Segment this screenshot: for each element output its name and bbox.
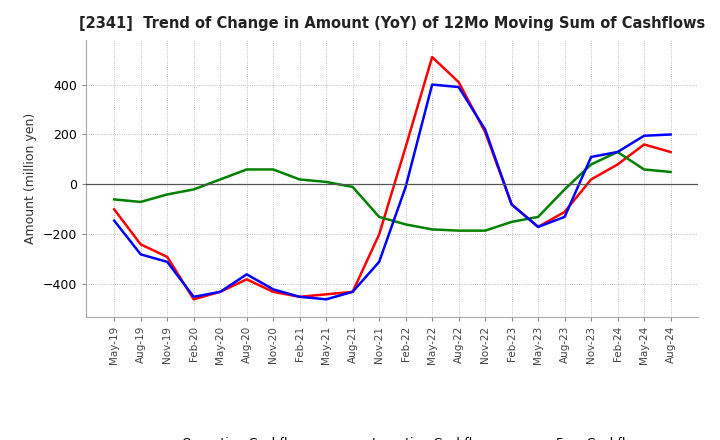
Operating Cashflow	[295, 294, 304, 300]
Free Cashflow	[189, 294, 198, 300]
Investing Cashflow	[269, 167, 277, 172]
Operating Cashflow	[640, 142, 649, 147]
Free Cashflow	[534, 224, 542, 230]
Investing Cashflow	[613, 149, 622, 154]
Operating Cashflow	[508, 202, 516, 207]
Operating Cashflow	[136, 242, 145, 247]
Free Cashflow	[428, 82, 436, 87]
Free Cashflow	[454, 84, 463, 90]
Investing Cashflow	[322, 180, 330, 185]
Free Cashflow	[295, 294, 304, 300]
Operating Cashflow	[216, 289, 225, 294]
Investing Cashflow	[189, 187, 198, 192]
Investing Cashflow	[243, 167, 251, 172]
Investing Cashflow	[640, 167, 649, 172]
Operating Cashflow	[454, 79, 463, 84]
Investing Cashflow	[348, 184, 357, 190]
Investing Cashflow	[508, 219, 516, 224]
Investing Cashflow	[295, 177, 304, 182]
Operating Cashflow	[322, 292, 330, 297]
Free Cashflow	[110, 218, 119, 223]
Investing Cashflow	[136, 199, 145, 205]
Operating Cashflow	[269, 289, 277, 294]
Line: Free Cashflow: Free Cashflow	[114, 84, 670, 299]
Operating Cashflow	[110, 207, 119, 212]
Operating Cashflow	[428, 55, 436, 60]
Operating Cashflow	[348, 289, 357, 294]
Free Cashflow	[401, 184, 410, 190]
Free Cashflow	[216, 289, 225, 294]
Legend: Operating Cashflow, Investing Cashflow, Free Cashflow: Operating Cashflow, Investing Cashflow, …	[136, 432, 649, 440]
Investing Cashflow	[666, 169, 675, 175]
Operating Cashflow	[666, 149, 675, 154]
Operating Cashflow	[481, 129, 490, 135]
Operating Cashflow	[375, 232, 384, 237]
Free Cashflow	[375, 259, 384, 264]
Operating Cashflow	[587, 177, 595, 182]
Line: Operating Cashflow: Operating Cashflow	[114, 57, 670, 299]
Operating Cashflow	[163, 254, 171, 260]
Operating Cashflow	[243, 277, 251, 282]
Y-axis label: Amount (million yen): Amount (million yen)	[24, 113, 37, 244]
Investing Cashflow	[216, 177, 225, 182]
Line: Investing Cashflow: Investing Cashflow	[114, 152, 670, 231]
Free Cashflow	[348, 289, 357, 294]
Investing Cashflow	[560, 187, 569, 192]
Free Cashflow	[640, 133, 649, 139]
Operating Cashflow	[534, 224, 542, 230]
Investing Cashflow	[375, 214, 384, 220]
Operating Cashflow	[613, 162, 622, 167]
Free Cashflow	[587, 154, 595, 160]
Investing Cashflow	[428, 227, 436, 232]
Free Cashflow	[136, 252, 145, 257]
Investing Cashflow	[401, 222, 410, 227]
Free Cashflow	[666, 132, 675, 137]
Investing Cashflow	[454, 228, 463, 233]
Free Cashflow	[508, 202, 516, 207]
Operating Cashflow	[560, 209, 569, 215]
Investing Cashflow	[534, 214, 542, 220]
Free Cashflow	[243, 272, 251, 277]
Free Cashflow	[163, 259, 171, 264]
Operating Cashflow	[401, 144, 410, 150]
Investing Cashflow	[163, 192, 171, 197]
Investing Cashflow	[481, 228, 490, 233]
Free Cashflow	[322, 297, 330, 302]
Operating Cashflow	[189, 297, 198, 302]
Free Cashflow	[481, 127, 490, 132]
Free Cashflow	[269, 287, 277, 292]
Investing Cashflow	[587, 162, 595, 167]
Free Cashflow	[560, 214, 569, 220]
Free Cashflow	[613, 149, 622, 154]
Investing Cashflow	[110, 197, 119, 202]
Title: [2341]  Trend of Change in Amount (YoY) of 12Mo Moving Sum of Cashflows: [2341] Trend of Change in Amount (YoY) o…	[79, 16, 706, 32]
